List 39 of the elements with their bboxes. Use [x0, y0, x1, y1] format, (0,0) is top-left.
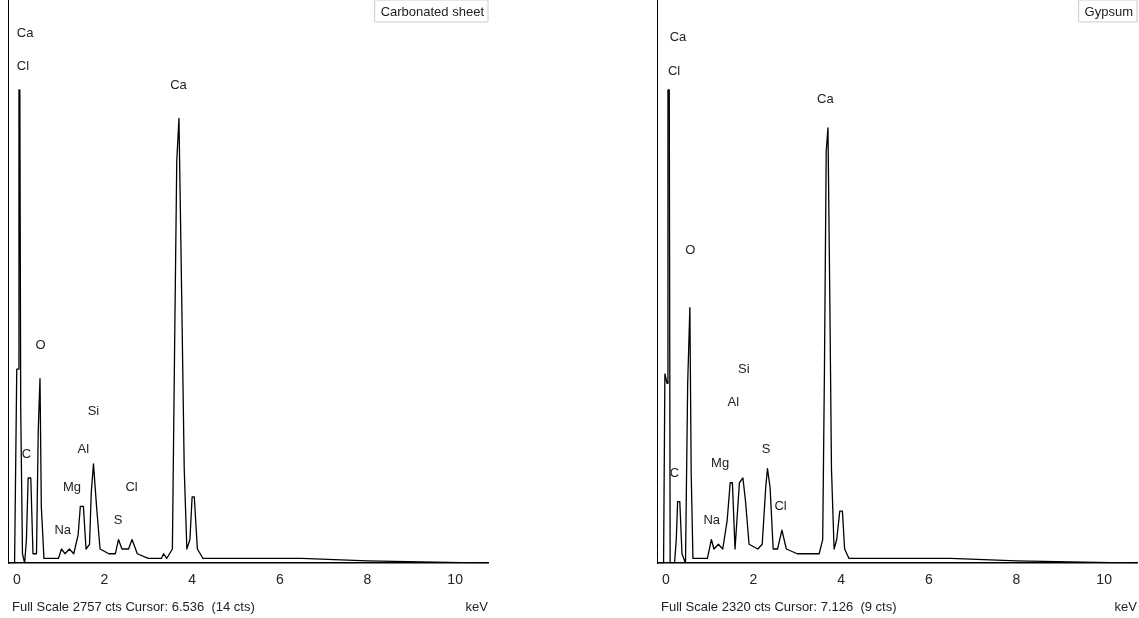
- annotation: Mg: [711, 455, 730, 471]
- x-tick-label: 10: [447, 571, 464, 588]
- text: Cl: [16, 57, 30, 73]
- annotation: Cl: [774, 497, 787, 513]
- annotation: Si: [87, 403, 100, 419]
- x-tick-label: 4: [188, 571, 197, 588]
- chart-title: Carbonated sheet: [380, 3, 485, 19]
- x-tick-label: 6: [275, 571, 284, 588]
- text: Ca: [669, 29, 688, 45]
- annotation: Na: [54, 521, 72, 537]
- x-tick-label: 8: [363, 571, 372, 588]
- annotation: Al: [727, 393, 740, 409]
- x-tick-label: 0: [12, 571, 21, 588]
- annotation: Cl: [125, 479, 138, 495]
- x-tick-label: 0: [661, 571, 670, 588]
- x-axis-title: keV: [1114, 599, 1138, 615]
- annotation: Al: [77, 441, 90, 457]
- text: Full Scale 2320 cts Cursor: 7.126 (9 cts): [661, 599, 897, 615]
- x-tick-label: 10: [1096, 571, 1113, 588]
- text: Cl: [667, 62, 681, 78]
- text: Ca: [16, 24, 35, 40]
- x-tick-label: 2: [749, 571, 758, 588]
- chart-title: Gypsum: [1084, 3, 1133, 19]
- text: Full Scale 2757 cts Cursor: 6.536 (14 cts): [12, 599, 255, 615]
- annotation: S: [761, 441, 771, 457]
- annotation: C: [21, 445, 32, 461]
- annotation: Mg: [62, 479, 82, 495]
- annotation: Na: [703, 512, 721, 528]
- x-tick-label: 2: [100, 571, 109, 588]
- annotation: O: [35, 337, 46, 353]
- annotation: Ca: [817, 90, 835, 106]
- x-tick-label: 8: [1012, 571, 1021, 588]
- annotation: S: [113, 512, 123, 528]
- annotation: Si: [738, 360, 750, 376]
- x-tick-label: 6: [924, 571, 933, 588]
- annotation: Ca: [170, 76, 188, 92]
- x-axis-title: keV: [465, 599, 489, 615]
- x-tick-label: 4: [837, 571, 846, 588]
- annotation: O: [685, 242, 696, 258]
